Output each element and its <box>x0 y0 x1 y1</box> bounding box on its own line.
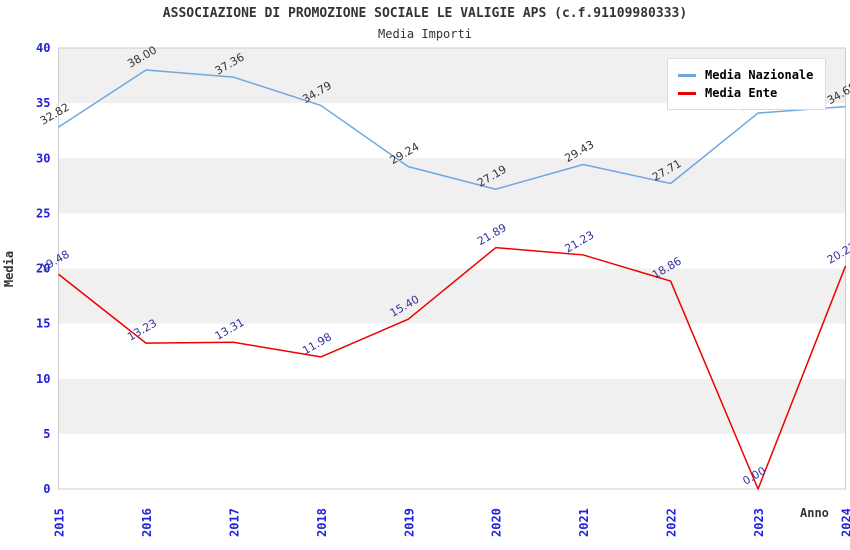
legend-swatch-nazionale-icon <box>678 73 696 77</box>
x-tick-label: 2016 <box>140 508 154 537</box>
x-tick-label: 2021 <box>577 508 591 537</box>
plot-band <box>58 158 846 214</box>
y-tick-label: 0 <box>43 482 50 496</box>
plot-band <box>58 378 846 434</box>
x-tick-label: 2015 <box>53 508 67 537</box>
x-tick-label: 2024 <box>840 508 850 537</box>
y-tick-label: 10 <box>36 372 50 386</box>
legend-item-media-ente: Media Ente <box>678 84 813 102</box>
chart-subtitle: Media Importi <box>378 27 472 41</box>
legend-swatch-ente-icon <box>678 91 696 95</box>
x-tick-label: 2023 <box>752 508 766 537</box>
y-tick-label: 15 <box>36 317 50 331</box>
x-axis-title: Anno <box>800 506 829 520</box>
y-tick-label: 5 <box>43 427 50 441</box>
y-axis-title: Media <box>2 250 16 288</box>
plot-band <box>58 433 846 489</box>
legend: Media Nazionale Media Ente <box>667 58 827 110</box>
series-line-media-nazionale <box>58 69 846 190</box>
chart-title: ASSOCIAZIONE DI PROMOZIONE SOCIALE LE VA… <box>162 6 688 21</box>
plot-band <box>58 268 846 324</box>
x-tick-label: 2019 <box>402 508 416 537</box>
plot-band <box>58 323 846 379</box>
legend-item-media-nazionale: Media Nazionale <box>678 66 813 84</box>
x-tick-label: 2017 <box>227 508 241 537</box>
y-tick-label: 30 <box>36 151 50 165</box>
plot-band <box>58 103 846 159</box>
plot-band <box>58 213 846 269</box>
y-tick-label: 35 <box>36 96 50 110</box>
y-tick-label: 40 <box>36 41 50 55</box>
x-tick-label: 2018 <box>315 508 329 537</box>
x-tick-label: 2020 <box>490 508 504 537</box>
y-tick-label: 25 <box>36 206 50 220</box>
legend-label-nazionale: Media Nazionale <box>705 68 814 82</box>
y-tick-label: 20 <box>36 262 50 276</box>
x-tick-label: 2022 <box>665 508 679 537</box>
plot-border <box>58 47 846 490</box>
series-line-media-ente <box>58 246 847 490</box>
legend-label-ente: Media Ente <box>705 86 778 100</box>
